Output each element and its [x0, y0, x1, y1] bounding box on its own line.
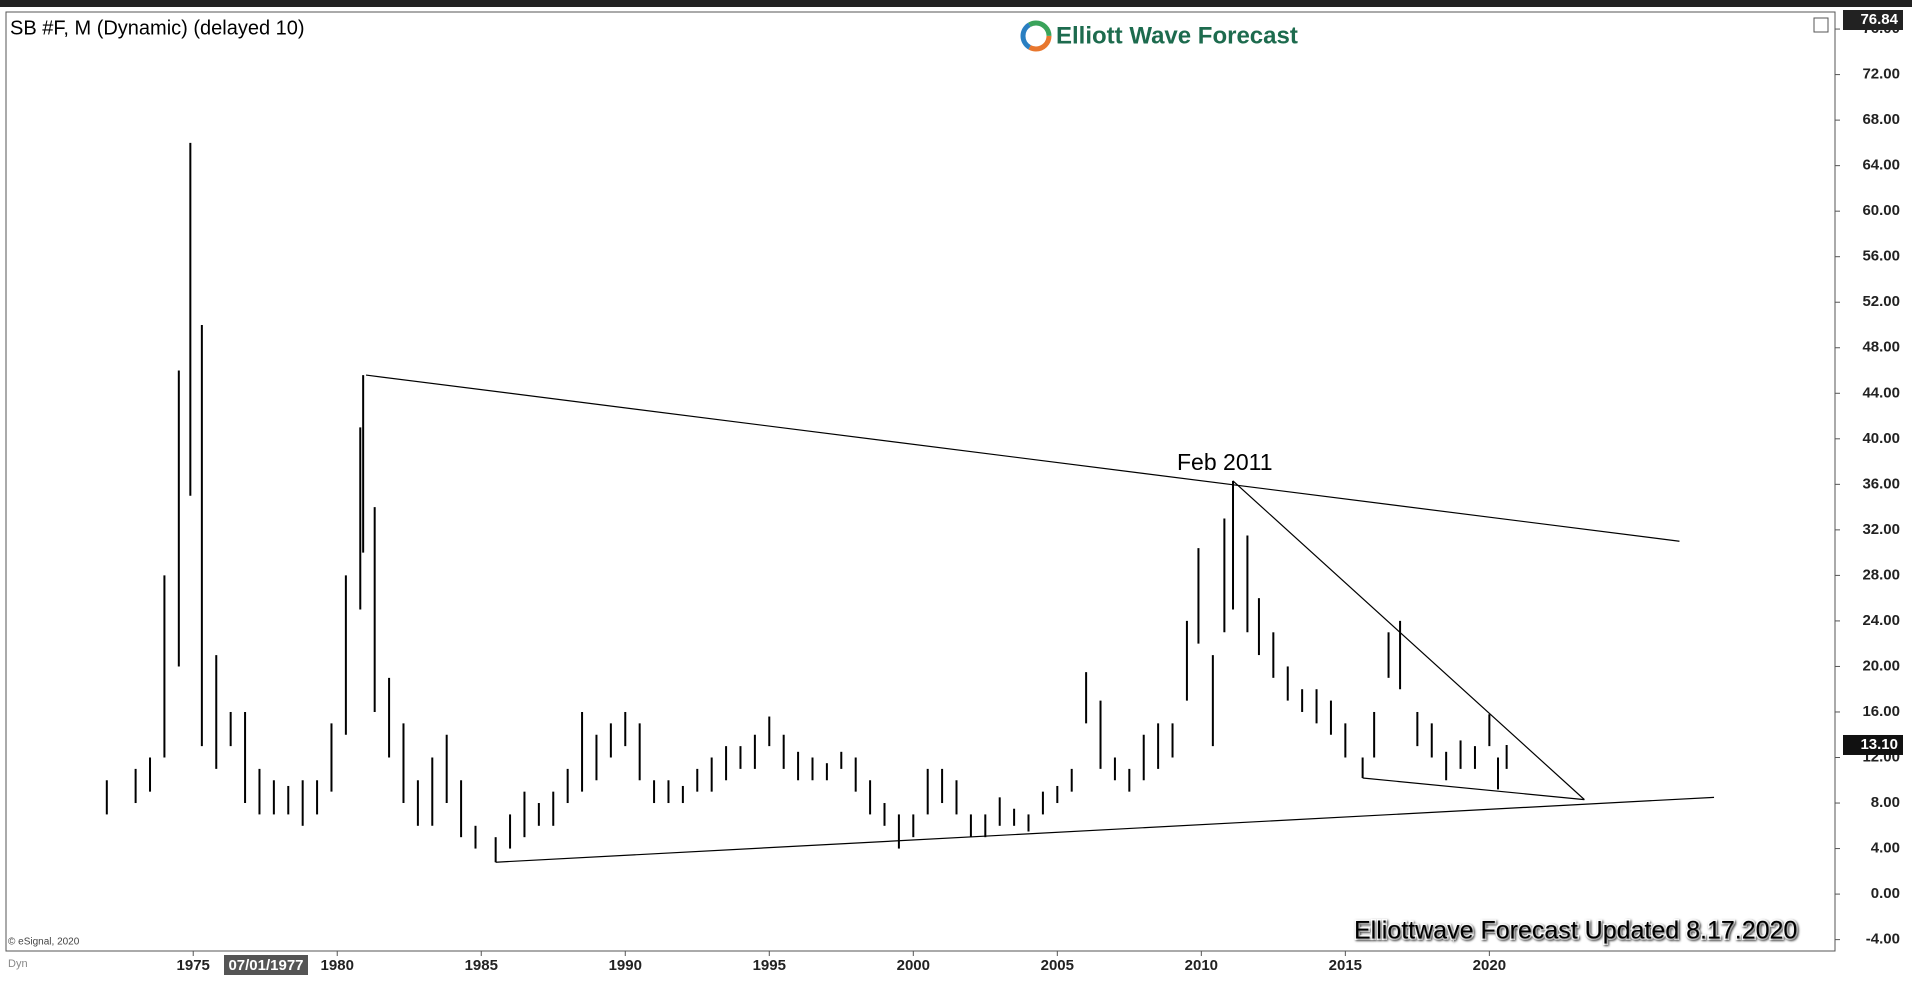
y-tick-label: 0.00 — [1871, 885, 1900, 902]
cursor-label-box — [224, 955, 308, 975]
footer-note: Elliottwave Forecast Updated 8.17.2020 — [1354, 917, 1797, 945]
y-tick-label: 60.00 — [1862, 202, 1900, 219]
x-tick-label: 2015 — [1329, 957, 1362, 974]
x-tick-label: 2010 — [1185, 957, 1218, 974]
y-tick-label: 8.00 — [1871, 794, 1900, 811]
y-tick-label: 64.00 — [1862, 157, 1900, 174]
y-tick-label: 52.00 — [1862, 293, 1900, 310]
y-tick-label: 24.00 — [1862, 612, 1900, 629]
x-tick-label: 1975 — [177, 957, 210, 974]
chart-title: SB #F, M (Dynamic) (delayed 10) — [10, 17, 305, 39]
trendline — [1232, 480, 1585, 801]
y-tick-label: 68.00 — [1862, 111, 1900, 128]
y-tick-label: 72.00 — [1862, 66, 1900, 83]
y-tick-label: 16.00 — [1862, 703, 1900, 720]
x-tick-label: 1980 — [321, 957, 354, 974]
y-tick-label: -4.00 — [1866, 931, 1900, 948]
y-tick-label: 40.00 — [1862, 430, 1900, 447]
y-tick-label: 4.00 — [1871, 840, 1900, 857]
x-tick-label: 1990 — [609, 957, 642, 974]
top-value-label: 76.84 — [1860, 11, 1898, 28]
x-tick-label: 1995 — [753, 957, 786, 974]
trendline — [365, 374, 1680, 542]
plot-frame — [5, 11, 1836, 952]
y-tick-label: 56.00 — [1862, 248, 1900, 265]
brand-logo — [1020, 20, 1052, 52]
top-border — [0, 0, 1912, 7]
last-price-box — [1843, 734, 1903, 755]
y-tick-label: 32.00 — [1862, 521, 1900, 538]
x-tick-label: 1985 — [465, 957, 498, 974]
top-value-box — [1843, 10, 1903, 30]
window-icon[interactable] — [1813, 17, 1829, 33]
y-tick-label: 44.00 — [1862, 384, 1900, 401]
last-price-label: 13.10 — [1860, 736, 1898, 753]
trendline — [495, 796, 1715, 863]
x-tick-label: 2005 — [1041, 957, 1074, 974]
cursor-label: 07/01/1977 — [228, 957, 303, 974]
y-tick-label: 28.00 — [1862, 566, 1900, 583]
y-tick-label: 36.00 — [1862, 475, 1900, 492]
annotation: Feb 2011 — [1177, 449, 1272, 475]
copyright: © eSignal, 2020 — [8, 937, 80, 948]
x-tick-label: 2020 — [1473, 957, 1506, 974]
mode-label: Dyn — [8, 958, 28, 970]
y-tick-label: 20.00 — [1862, 657, 1900, 674]
trendline — [1362, 777, 1585, 801]
x-tick-label: 2000 — [897, 957, 930, 974]
brand-name: Elliott Wave Forecast — [1056, 22, 1298, 49]
y-tick-label: 48.00 — [1862, 339, 1900, 356]
